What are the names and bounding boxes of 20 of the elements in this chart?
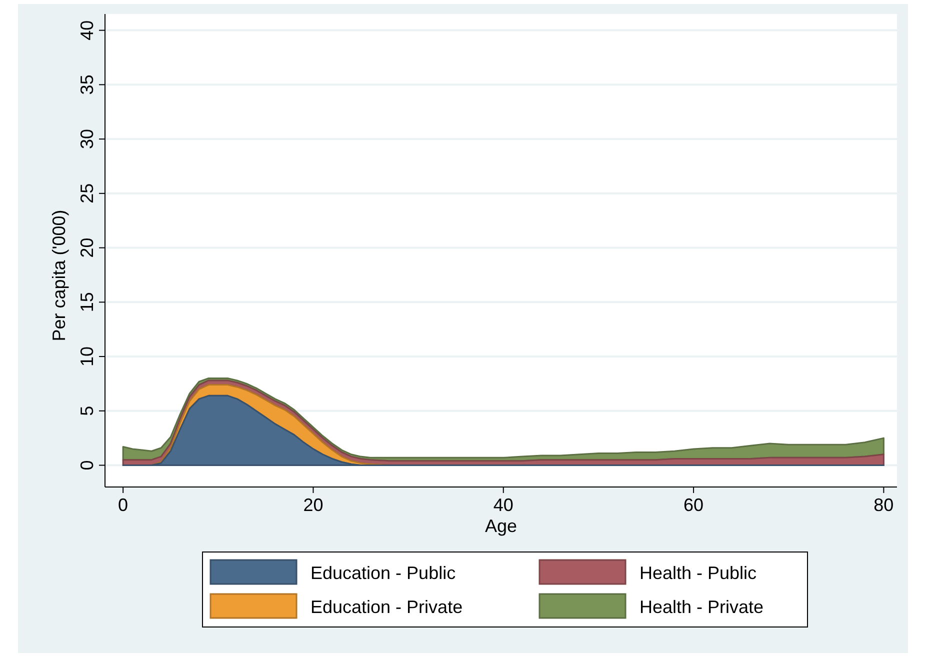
y-tick-label: 40 — [77, 20, 97, 40]
y-tick-label: 5 — [77, 406, 97, 416]
y-tick-label: 10 — [77, 346, 97, 367]
x-tick-label: 40 — [493, 495, 514, 515]
x-tick-label: 80 — [874, 495, 894, 515]
y-tick-label: 20 — [77, 238, 97, 258]
legend-label: Health - Public — [640, 563, 757, 583]
y-tick-label: 0 — [77, 460, 97, 470]
y-tick-label: 30 — [77, 129, 97, 150]
legend-label: Health - Private — [640, 597, 764, 617]
y-tick-label: 15 — [77, 292, 97, 312]
x-tick-label: 0 — [118, 495, 128, 515]
y-tick-label: 25 — [77, 183, 97, 204]
legend-label: Education - Public — [310, 563, 456, 583]
y-tick-label: 35 — [77, 74, 97, 95]
x-axis-title: Age — [484, 516, 518, 536]
y-axis-title: Per capita ('000) — [49, 210, 69, 342]
legend-label: Education - Private — [310, 597, 463, 617]
x-tick-label: 60 — [684, 495, 704, 515]
x-tick-label: 20 — [303, 495, 324, 515]
